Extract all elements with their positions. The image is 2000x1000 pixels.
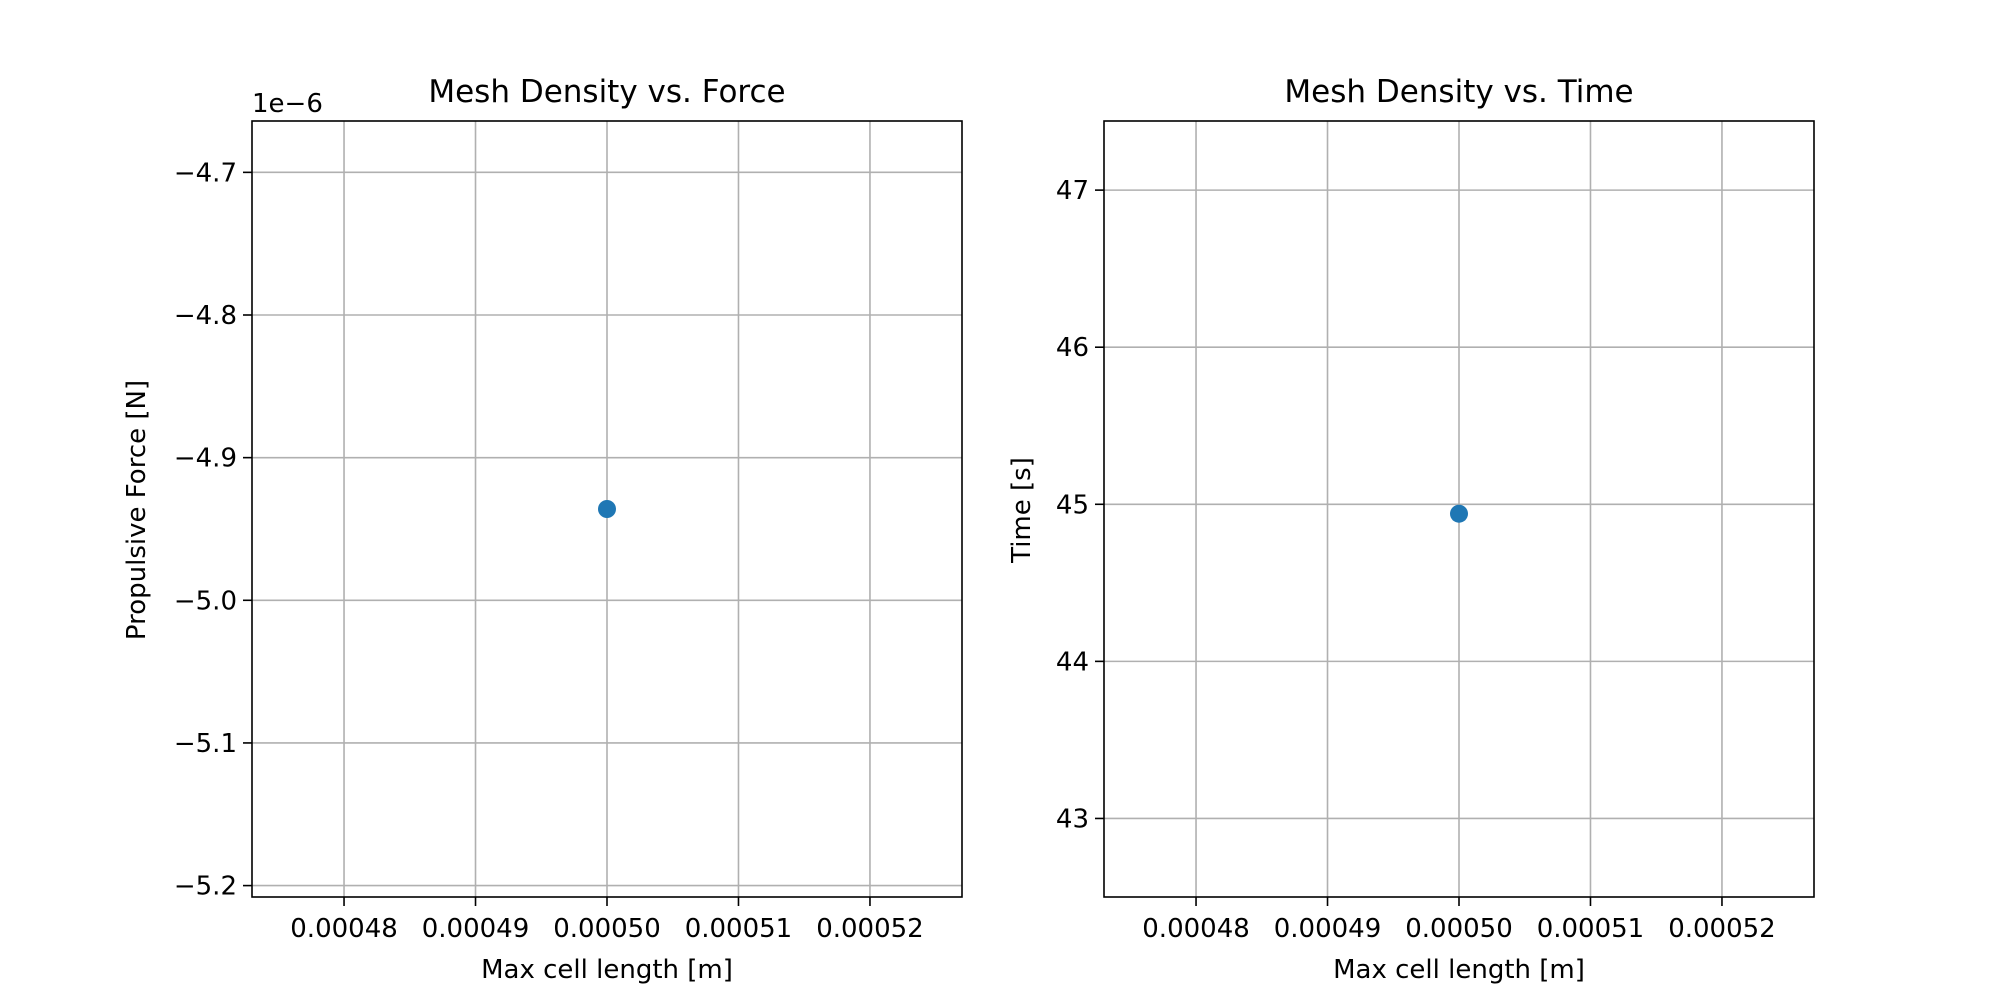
chart-title: Mesh Density vs. Time: [1284, 74, 1633, 110]
y-tick-label: 46: [1056, 333, 1089, 363]
y-offset-label: 1e−6: [252, 89, 323, 119]
x-tick-label: 0.00051: [1537, 914, 1645, 944]
chart-title: Mesh Density vs. Force: [428, 74, 785, 110]
x-tick-label: 0.00052: [816, 914, 924, 944]
y-tick-label: −5.1: [174, 729, 237, 759]
y-tick-label: −4.8: [174, 301, 237, 331]
chart-time: Mesh Density vs. Time Max cell length [m…: [1007, 74, 1815, 985]
y-axis-label: Propulsive Force [N]: [122, 380, 152, 640]
y-tick-label: 47: [1056, 176, 1089, 206]
y-tick-label: 43: [1056, 804, 1089, 834]
x-tick-label: 0.00051: [685, 914, 793, 944]
x-tick-label: 0.00048: [290, 914, 398, 944]
y-axis-label: Time [s]: [1007, 457, 1037, 564]
y-tick-label: −4.9: [174, 444, 237, 474]
axes-frame: [251, 120, 963, 898]
x-tick-label: 0.00048: [1142, 914, 1250, 944]
y-tick-label: 44: [1056, 647, 1089, 677]
x-axis-label: Max cell length [m]: [1333, 955, 1585, 985]
x-tick-label: 0.00052: [1668, 914, 1776, 944]
y-tick-label: −5.0: [174, 586, 237, 616]
x-tick-label: 0.00049: [422, 914, 530, 944]
chart-force: Mesh Density vs. Force 1e−6 Max cell len…: [122, 74, 963, 985]
y-tick-label: −4.7: [174, 158, 237, 188]
y-tick-label: −5.2: [174, 872, 237, 902]
x-tick-label: 0.00050: [553, 914, 661, 944]
x-tick-label: 0.00049: [1274, 914, 1382, 944]
data-point: [598, 500, 616, 518]
data-point: [1450, 504, 1468, 523]
axes-frame: [1103, 120, 1815, 898]
x-tick-label: 0.00050: [1405, 914, 1513, 944]
y-tick-label: 45: [1056, 490, 1089, 520]
x-axis-label: Max cell length [m]: [481, 955, 733, 985]
